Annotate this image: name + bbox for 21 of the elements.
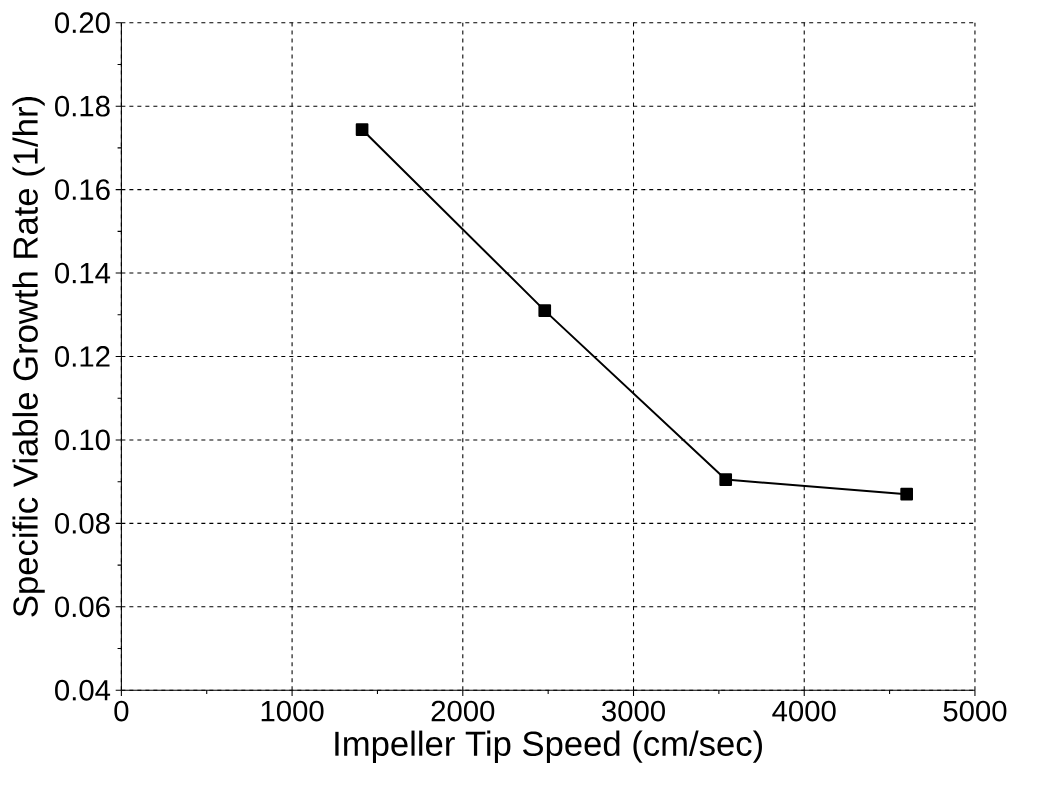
x-tick-label: 0 xyxy=(114,700,129,722)
y-tick-label: 0.16 xyxy=(55,179,110,200)
x-tick-label: 2000 xyxy=(431,700,495,722)
y-tick-label: 0.12 xyxy=(55,346,110,367)
x-axis-title: Impeller Tip Speed (cm/sec) xyxy=(335,730,762,763)
y-tick-label: 0.10 xyxy=(55,429,110,451)
y-tick-label: 0.08 xyxy=(55,512,110,534)
x-tick-label: 3000 xyxy=(602,700,665,722)
point xyxy=(355,123,369,136)
point xyxy=(900,487,913,501)
x-tick-label: 4000 xyxy=(772,700,836,722)
x-tick-label: 1000 xyxy=(261,700,324,722)
point xyxy=(719,473,733,486)
y-tick-label: 0.04 xyxy=(55,679,111,701)
y-tick-label: 0.18 xyxy=(55,95,110,117)
y-axis-title: Specific Viable Growth Rate (1/hr) xyxy=(12,97,45,617)
y-tick-label: 0.20 xyxy=(55,12,110,34)
point xyxy=(538,304,552,317)
y-tick-label: 0.06 xyxy=(55,596,110,618)
x-tick-label: 5000 xyxy=(943,700,1007,722)
y-tick-label: 0.14 xyxy=(55,262,111,284)
